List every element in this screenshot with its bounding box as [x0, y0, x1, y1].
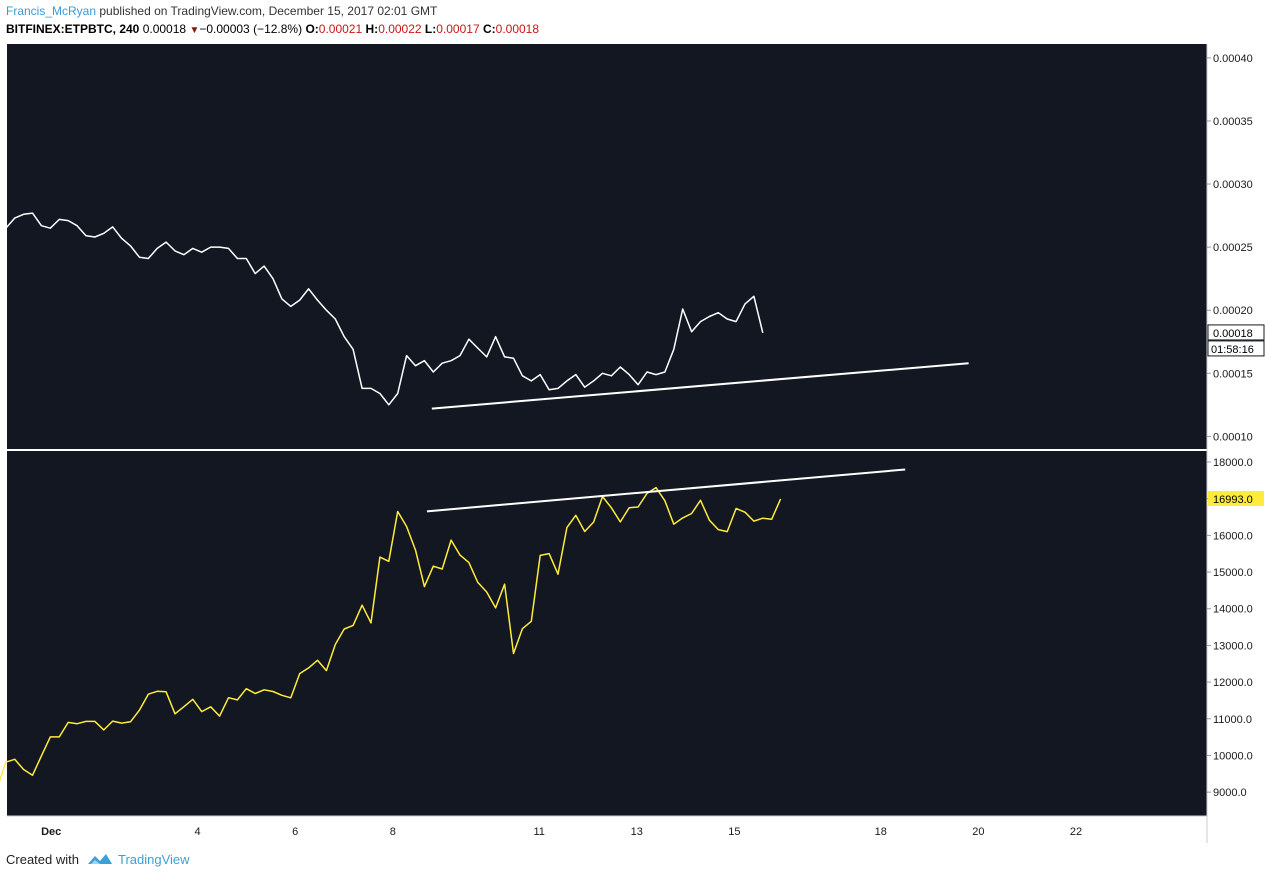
- high-label: H:: [365, 22, 379, 36]
- last-btc-tag: [1208, 490, 1264, 506]
- low-value: 0.00017: [436, 22, 480, 36]
- price-change: −0.00003 (−12.8%): [199, 22, 303, 36]
- price-pane[interactable]: [7, 44, 1207, 449]
- created-with-text: Created with: [6, 852, 79, 867]
- y-tick-label: 9000.0: [1213, 787, 1247, 799]
- x-tick-label: 8: [390, 826, 396, 838]
- y-tick-label: 18000.0: [1213, 457, 1253, 469]
- x-tick-label: Dec: [41, 826, 61, 838]
- time-axis[interactable]: [7, 816, 1207, 843]
- x-tick-label: 4: [195, 826, 201, 838]
- x-tick-label: 15: [728, 826, 740, 838]
- open-label: O:: [305, 22, 319, 36]
- close-label: C:: [482, 22, 496, 36]
- bar-countdown: 01:58:16: [1211, 344, 1254, 356]
- publish-text: published on TradingView.com, December 1…: [99, 4, 438, 18]
- btc-pane[interactable]: [7, 451, 1207, 816]
- close-value: 0.00018: [495, 22, 540, 36]
- y-tick-label: 0.00040: [1213, 53, 1253, 65]
- high-value: 0.00022: [378, 22, 422, 36]
- tradingview-logo-icon[interactable]: [87, 850, 113, 868]
- x-axis-labels: 29Dec468111315182022: [41, 826, 1082, 838]
- y-tick-label: 13000.0: [1213, 640, 1253, 652]
- last-price-tag: [1207, 324, 1265, 341]
- x-tick-label: 11: [533, 826, 544, 838]
- x-tick-label: 18: [875, 826, 887, 838]
- trendline[interactable]: [426, 468, 906, 513]
- footer: Created with TradingView: [0, 843, 1269, 877]
- down-triangle-icon: ▼: [189, 25, 200, 36]
- x-tick-label: 20: [972, 826, 984, 838]
- y-tick-label: 12000.0: [1213, 677, 1253, 689]
- y-tick-label: 16000.0: [1213, 530, 1253, 542]
- open-value: 0.00021: [318, 22, 363, 36]
- author-link[interactable]: Francis_McRyan: [6, 4, 97, 18]
- y-tick-label: 0.00030: [1213, 179, 1253, 191]
- chart-area[interactable]: 0.00040 0.00035 0.00030 0.00025 0.00020 0.000…: [0, 44, 1269, 843]
- symbol-label: BITFINEX:ETPBTC, 240: [6, 22, 140, 36]
- btc-pane-plot: 18000.017000.016000.015000.014000.013000…: [0, 457, 1264, 799]
- x-tick-label: 6: [292, 826, 298, 838]
- countdown-tag: [1207, 340, 1265, 357]
- x-tick-label: 22: [1070, 826, 1082, 838]
- low-label: L:: [424, 22, 437, 36]
- etpbtc-price-line: [0, 207, 764, 406]
- y-tick-label: 0.00025: [1213, 242, 1253, 254]
- y-tick-label: 14000.0: [1213, 604, 1253, 616]
- y-tick-label: 0.00035: [1213, 116, 1253, 128]
- ohlc-legend: BITFINEX:ETPBTC, 240 0.00018 ▼−0.00003 (…: [6, 22, 539, 36]
- y-tick-label: 0.00015: [1213, 368, 1253, 380]
- x-tick-label: 13: [631, 826, 643, 838]
- tradingview-link[interactable]: TradingView: [118, 852, 190, 867]
- y-tick-label: 0.00010: [1213, 431, 1253, 443]
- chart-header: Francis_McRyan published on TradingView.…: [0, 0, 1269, 44]
- last-btc-label: 16993.0: [1213, 494, 1253, 506]
- y-tick-label: 15000.0: [1213, 567, 1253, 579]
- price-pane-plot: 0.00040 0.00035 0.00030 0.00025 0.00020 0.000…: [0, 53, 1265, 443]
- publish-info: Francis_McRyan published on TradingView.…: [6, 4, 437, 18]
- trendline[interactable]: [431, 362, 969, 410]
- btc-price-line: [0, 486, 782, 783]
- last-price: 0.00018: [142, 22, 187, 36]
- y-tick-label: 10000.0: [1213, 750, 1253, 762]
- y-tick-label: 11000.0: [1213, 714, 1252, 726]
- y-tick-label: 0.00020: [1213, 305, 1253, 317]
- last-price-label: 0.00018: [1213, 328, 1253, 340]
